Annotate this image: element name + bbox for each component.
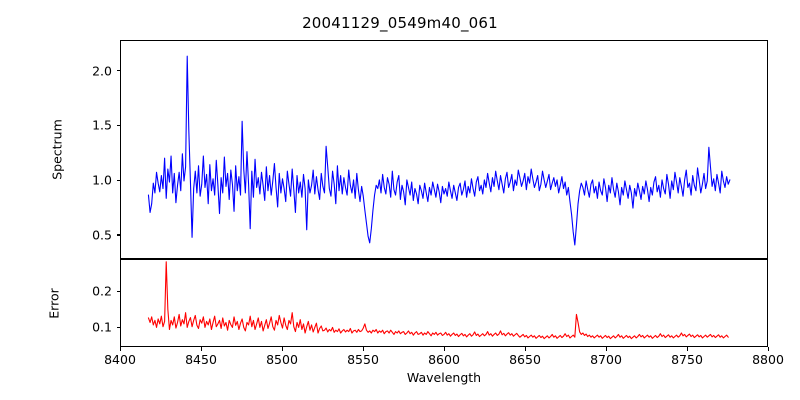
x-tick-mark xyxy=(281,347,283,351)
spectrum-plot-panel xyxy=(120,40,768,259)
spectrum-y-axis-label: Spectrum xyxy=(49,119,65,180)
figure-title: 20041129_0549m40_061 xyxy=(302,14,498,32)
spectrum-y-tick-mark xyxy=(116,234,120,236)
spectrum-y-tick-mark xyxy=(116,124,120,126)
error-y-tick-mark xyxy=(116,290,120,292)
error-y-tick-mark xyxy=(116,326,120,328)
error-y-axis-label: Error xyxy=(46,288,62,319)
x-tick-label: 8550 xyxy=(347,352,379,367)
x-tick-mark xyxy=(767,347,769,351)
x-tick-mark xyxy=(200,347,202,351)
x-tick-mark xyxy=(443,347,445,351)
x-tick-label: 8450 xyxy=(185,352,217,367)
x-tick-label: 8650 xyxy=(509,352,541,367)
spectrum-y-tick-label: 0.5 xyxy=(92,227,112,243)
x-tick-mark xyxy=(119,347,121,351)
error-plot-panel xyxy=(120,259,768,347)
x-tick-mark xyxy=(524,347,526,351)
x-tick-mark xyxy=(686,347,688,351)
error-y-tick-label: 0.2 xyxy=(92,283,112,299)
x-tick-mark xyxy=(605,347,607,351)
spectrum-y-tick-label: 2.0 xyxy=(92,63,112,79)
spectrum-y-tick-label: 1.0 xyxy=(92,172,112,188)
spectrum-y-tick-mark xyxy=(116,179,120,181)
x-tick-label: 8750 xyxy=(671,352,703,367)
x-tick-label: 8800 xyxy=(752,352,784,367)
x-tick-label: 8600 xyxy=(428,352,460,367)
spectrum-y-tick-mark xyxy=(116,70,120,72)
x-tick-label: 8700 xyxy=(590,352,622,367)
x-axis-label: Wavelength xyxy=(406,370,482,385)
x-tick-label: 8400 xyxy=(104,352,136,367)
x-tick-mark xyxy=(362,347,364,351)
spectrum-y-tick-label: 1.5 xyxy=(92,117,112,133)
error-y-tick-label: 0.1 xyxy=(92,319,112,335)
x-tick-label: 8500 xyxy=(266,352,298,367)
error-line-series xyxy=(121,260,767,346)
spectrum-line-series xyxy=(121,41,767,258)
